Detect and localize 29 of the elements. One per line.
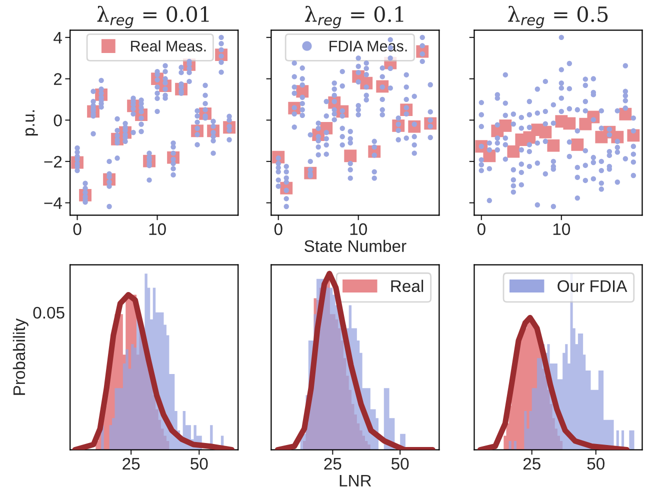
x-tick-label: 0 [274,223,282,236]
x-tick-label: 50 [190,458,208,470]
y-axis-title: Probability [12,318,28,395]
x-tick-label: 25 [122,458,140,470]
x-tick-label: 10 [553,223,570,236]
x-tick-label: 50 [587,458,604,470]
x-tick-label: 10 [350,223,367,236]
x-tick-label: 25 [324,458,342,470]
chart-title: λ$_{reg}$ = 0.1 [304,6,404,28]
legend-label: Real [391,280,424,292]
y-axis-title: p.u. [25,110,38,136]
x-tick-label: 0 [477,223,486,236]
x-tick-label: 25 [523,458,540,470]
legend-label: Real Meas. [131,40,206,52]
x-axis-title: State Number [304,240,406,252]
y-tick-label: 4 [54,32,62,44]
x-tick-label: 10 [149,223,166,236]
chart-title: λ$_{reg}$ = 0.01 [97,6,209,28]
x-tick-label: 0 [73,223,82,236]
series-label: Our FDIA [558,280,628,292]
chart-title: λ$_{reg}$ = 0.5 [508,6,608,28]
x-axis-title: LNR [340,474,372,486]
y-tick-label: 0 [54,114,62,126]
x-tick-label: 50 [391,458,409,470]
text: 0.05 [33,306,64,319]
legend-label: FDIA Meas. [330,40,407,52]
y-tick-label: −4 [44,197,62,209]
y-tick-label: −2 [44,156,62,168]
y-tick-label: 2 [54,73,62,85]
